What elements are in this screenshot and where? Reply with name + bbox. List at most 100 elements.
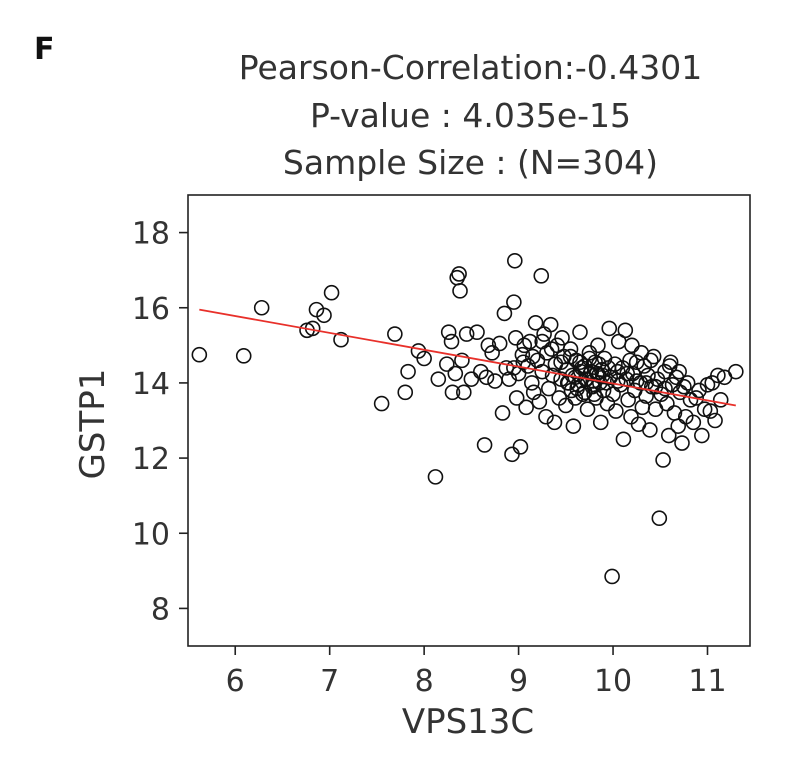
data-point	[565, 418, 582, 434]
data-point	[427, 469, 444, 485]
data-point	[476, 437, 493, 453]
data-point	[625, 365, 641, 382]
data-point	[581, 350, 598, 367]
data-point	[451, 266, 467, 282]
data-point	[710, 367, 726, 384]
data-point	[572, 354, 588, 371]
data-point	[191, 346, 208, 363]
y-tick-label: 14	[132, 367, 170, 402]
data-point	[604, 568, 620, 585]
data-point	[440, 324, 457, 340]
data-point	[657, 380, 673, 397]
data-point	[553, 354, 569, 371]
data-points	[191, 252, 744, 585]
data-point	[373, 395, 390, 412]
data-point	[469, 324, 485, 340]
data-point	[558, 397, 574, 414]
fit-line	[199, 308, 736, 407]
data-point	[387, 326, 403, 342]
regression-line	[199, 308, 736, 407]
data-point	[496, 305, 513, 322]
data-point	[491, 335, 508, 352]
data-point	[533, 268, 550, 284]
data-point	[506, 294, 522, 310]
plot-frame	[187, 194, 751, 647]
data-point	[576, 384, 593, 401]
data-point	[586, 386, 602, 402]
data-point	[447, 365, 464, 382]
x-tick-label: 9	[509, 664, 528, 699]
data-point	[554, 330, 570, 346]
data-point	[694, 427, 710, 444]
y-tick-label: 18	[132, 217, 170, 252]
data-point	[524, 375, 540, 391]
data-point	[670, 418, 687, 434]
x-tick-label: 6	[226, 664, 245, 699]
data-point	[651, 510, 668, 527]
data-point	[454, 352, 470, 369]
y-tick-label: 12	[132, 442, 170, 477]
data-point	[674, 435, 690, 451]
data-point	[562, 348, 579, 365]
data-point	[546, 414, 563, 431]
data-point	[623, 408, 639, 425]
data-point	[531, 393, 548, 410]
data-point	[430, 371, 447, 387]
data-point	[567, 390, 584, 406]
data-point	[494, 405, 511, 421]
x-tick-label: 7	[320, 664, 339, 699]
x-tick-label: 8	[415, 664, 434, 699]
data-point	[458, 326, 475, 342]
data-point	[633, 345, 650, 361]
data-point	[478, 369, 495, 386]
data-point	[323, 284, 340, 301]
data-point	[647, 378, 664, 395]
data-point	[660, 427, 677, 444]
data-point	[253, 299, 270, 316]
chart-title-pvalue: P-value : 4.035e-15	[309, 96, 632, 135]
data-point	[728, 363, 744, 380]
data-point	[608, 403, 624, 419]
data-point	[316, 307, 332, 324]
y-tick-label: 10	[132, 517, 170, 552]
data-point	[527, 314, 544, 331]
data-point	[691, 382, 707, 399]
axes: 6 7 8 9 10 11 8 10 12 14 16 18	[132, 194, 751, 699]
data-point	[443, 333, 460, 350]
panel-label: F	[34, 32, 55, 67]
data-point	[572, 324, 588, 340]
data-point	[712, 392, 729, 408]
data-point	[655, 452, 671, 468]
data-point	[642, 422, 658, 438]
data-point	[397, 384, 414, 401]
data-point	[508, 390, 525, 406]
data-point	[487, 373, 503, 389]
data-point	[661, 358, 678, 374]
data-point	[473, 363, 489, 380]
data-point	[569, 380, 585, 397]
data-point	[685, 414, 702, 431]
data-point	[524, 348, 541, 365]
data-point	[518, 399, 534, 416]
y-axis-label: GSTP1	[73, 369, 113, 480]
chart-title-correlation: Pearson-Correlation:-0.4301	[238, 48, 703, 87]
data-point	[463, 371, 480, 387]
data-point	[592, 414, 609, 431]
data-point	[620, 392, 636, 408]
data-point	[600, 360, 617, 376]
data-point	[591, 356, 607, 372]
data-point	[609, 373, 626, 389]
data-point	[515, 354, 532, 371]
data-point	[525, 384, 542, 401]
data-point	[643, 352, 659, 369]
chart-title-sample-size: Sample Size : (N=304)	[282, 143, 659, 182]
data-point	[439, 356, 455, 372]
data-point	[619, 365, 636, 382]
data-point	[617, 322, 634, 339]
x-tick-label: 10	[594, 664, 632, 699]
data-point	[601, 320, 618, 337]
data-point	[484, 345, 500, 361]
data-point	[235, 348, 252, 364]
data-point	[671, 363, 687, 380]
